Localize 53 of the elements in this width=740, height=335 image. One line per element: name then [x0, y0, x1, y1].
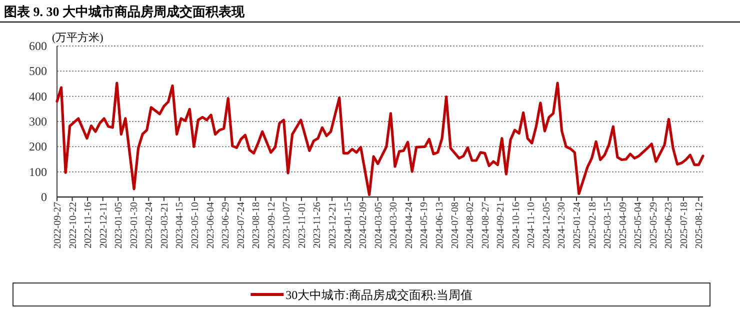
x-tick-label: 2023-02-24 — [144, 202, 156, 249]
x-tick-label: 2022-12-11 — [98, 202, 110, 248]
x-tick-label: 2024-04-24 — [404, 202, 415, 249]
x-tick-label: 2023-05-10 — [190, 202, 202, 249]
x-tick-label: 2023-03-21 — [159, 202, 170, 249]
x-tick-label: 2023-11-26 — [312, 202, 324, 248]
x-tick-label: 2024-11-10 — [526, 202, 538, 248]
x-tick-label: 2023-12-21 — [328, 202, 339, 249]
x-tick-label: 2023-08-18 — [251, 202, 262, 249]
x-tick-label: 2025-01-24 — [572, 202, 583, 249]
x-tick-label: 2022-11-16 — [83, 202, 94, 248]
x-tick-label: 2025-03-15 — [602, 202, 614, 249]
x-tick-label: 2023-10-07 — [282, 202, 293, 249]
x-tick-label: 2025-04-09 — [618, 202, 629, 249]
x-tick-label: 2025-05-04 — [633, 202, 644, 249]
x-tick-label: 2024-08-02 — [465, 202, 476, 249]
legend-label: 30大中城市:商品房成交面积:当周值 — [286, 288, 472, 302]
chart-title: 图表 9. 30 大中城市商品房周成交面积表现 — [4, 4, 246, 19]
x-tick-label: 2024-05-19 — [419, 202, 430, 249]
x-tick-label: 2024-02-09 — [358, 202, 370, 249]
x-tick-label: 2024-08-27 — [480, 202, 492, 249]
x-tick-label: 2024-09-21 — [496, 202, 507, 249]
x-tick-label: 2023-07-24 — [236, 202, 247, 249]
x-tick-label: 2024-03-30 — [388, 202, 400, 249]
y-tick-label: 600 — [29, 39, 47, 53]
y-axis-title: (万平方米) — [52, 31, 104, 44]
x-tick-label: 2023-01-30 — [128, 202, 140, 249]
x-tick-label: 2023-01-05 — [114, 202, 125, 249]
x-tick-label: 2023-11-01 — [296, 202, 308, 248]
x-tick-label: 2024-06-13 — [434, 202, 446, 249]
x-tick-label: 2022-09-27 — [52, 202, 64, 249]
y-tick-label: 100 — [29, 164, 47, 179]
x-tick-label: 2025-02-18 — [587, 202, 598, 249]
x-tick-label: 2023-06-04 — [205, 202, 216, 249]
x-tick-label: 2025-05-29 — [648, 202, 660, 249]
x-tick-label: 2025-06-23 — [664, 202, 675, 249]
x-tick-label: 2025-07-18 — [678, 202, 690, 249]
y-tick-label: 400 — [29, 89, 47, 104]
y-tick-label: 200 — [29, 140, 47, 154]
x-tick-label: 2022-10-22 — [68, 202, 79, 249]
x-tick-label: 2025-08-12 — [694, 202, 706, 249]
x-tick-label: 2024-10-16 — [510, 202, 522, 249]
y-tick-label: 500 — [29, 64, 47, 78]
x-tick-label: 2024-12-30 — [556, 202, 568, 249]
y-tick-label: 300 — [29, 114, 47, 128]
x-tick-label: 2023-04-15 — [174, 202, 186, 249]
x-tick-label: 2024-03-05 — [373, 202, 384, 249]
y-tick-label: 0 — [41, 190, 47, 204]
x-tick-label: 2023-06-29 — [220, 202, 232, 249]
x-tick-label: 2023-09-12 — [266, 202, 278, 249]
x-tick-label: 2024-01-15 — [342, 202, 354, 249]
x-tick-label: 2024-12-05 — [541, 202, 552, 249]
x-tick-label: 2024-07-08 — [450, 202, 461, 249]
